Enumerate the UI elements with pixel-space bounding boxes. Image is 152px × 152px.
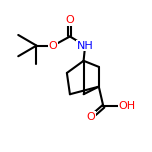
Text: O: O <box>66 15 74 25</box>
Text: O: O <box>87 112 96 122</box>
Text: NH: NH <box>77 41 93 51</box>
Text: O: O <box>49 41 58 51</box>
Text: OH: OH <box>119 101 136 111</box>
